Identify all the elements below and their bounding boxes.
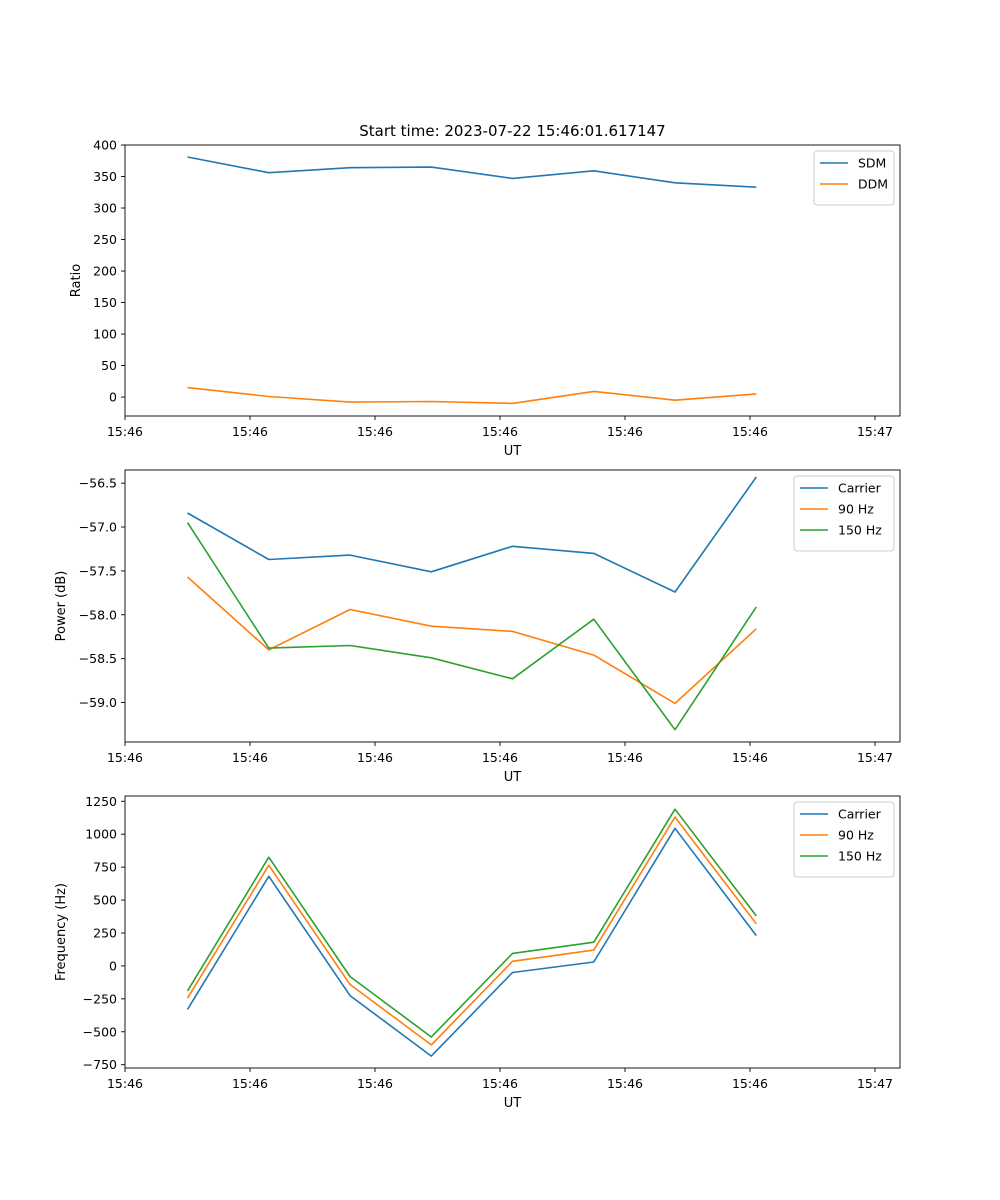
series-line-150-hz bbox=[186, 522, 757, 731]
x-tick-label: 15:47 bbox=[857, 424, 893, 439]
legend-box bbox=[813, 150, 895, 206]
series-line-90-hz bbox=[186, 816, 757, 1046]
y-tick-label: 100 bbox=[93, 327, 117, 342]
y-tick-label: −59.0 bbox=[79, 695, 117, 710]
x-axis-label: UT bbox=[504, 770, 522, 785]
y-tick-label: 150 bbox=[93, 295, 117, 310]
y-tick-label: 300 bbox=[93, 201, 117, 216]
x-tick-label: 15:46 bbox=[357, 750, 393, 765]
legend-label-sdm: SDM bbox=[858, 156, 886, 171]
y-tick-label: −250 bbox=[83, 991, 117, 1006]
plot-frame bbox=[124, 469, 901, 743]
y-tick-label: −500 bbox=[83, 1024, 117, 1039]
frequency-chart: 15:46 15:46 15:46 15:46 15:46 15:46 15:47 −750 −… bbox=[54, 794, 901, 1111]
legend-label-150-hz: 150 Hz bbox=[838, 849, 882, 864]
y-tick-label: 0 bbox=[109, 958, 117, 973]
y-tick-label: −750 bbox=[83, 1057, 117, 1072]
x-tick-label: 15:46 bbox=[607, 750, 643, 765]
y-tick-label: 50 bbox=[101, 358, 117, 373]
y-tick-label: 200 bbox=[93, 264, 117, 279]
y-tick-label: −57.5 bbox=[79, 563, 117, 578]
y-tick-label: 1250 bbox=[85, 794, 117, 809]
x-tick-label: 15:46 bbox=[482, 424, 518, 439]
y-tick-label: 250 bbox=[93, 925, 117, 940]
y-axis-label: Frequency (Hz) bbox=[54, 883, 69, 981]
x-tick-label: 15:47 bbox=[857, 1076, 893, 1091]
plot-frame bbox=[124, 144, 901, 417]
y-axis-label: Ratio bbox=[69, 264, 84, 297]
y-tick-label: −57.0 bbox=[79, 520, 117, 535]
legend-label-carrier: Carrier bbox=[838, 807, 882, 822]
series-line-carrier bbox=[187, 476, 757, 593]
legend-box bbox=[793, 475, 895, 552]
x-tick-label: 15:46 bbox=[732, 750, 768, 765]
y-axis-label: Power (dB) bbox=[54, 571, 69, 642]
series-line-90-hz bbox=[186, 576, 757, 705]
x-tick-label: 15:46 bbox=[607, 424, 643, 439]
series-line-carrier bbox=[186, 827, 757, 1057]
figure-title: Start time: 2023-07-22 15:46:01.617147 bbox=[359, 122, 665, 140]
x-tick-label: 15:46 bbox=[357, 424, 393, 439]
plot-frame bbox=[124, 795, 901, 1069]
x-tick-label: 15:46 bbox=[232, 750, 268, 765]
legend-label-90-hz: 90 Hz bbox=[838, 502, 874, 517]
y-tick-label: 350 bbox=[93, 169, 117, 184]
legend-label-90-hz: 90 Hz bbox=[838, 828, 874, 843]
y-tick-label: −58.0 bbox=[79, 607, 117, 622]
x-tick-label: 15:46 bbox=[107, 424, 143, 439]
legend-label-ddm: DDM bbox=[858, 177, 888, 192]
x-tick-label: 15:46 bbox=[482, 1076, 518, 1091]
y-tick-label: 750 bbox=[93, 860, 117, 875]
ratio-chart: 15:46 15:46 15:46 15:46 15:46 15:46 15:47 0 50 10… bbox=[69, 138, 901, 459]
y-tick-label: 0 bbox=[109, 390, 117, 405]
x-tick-label: 15:46 bbox=[232, 1076, 268, 1091]
x-axis-label: UT bbox=[504, 1096, 522, 1111]
legend-box bbox=[793, 801, 895, 878]
x-tick-label: 15:47 bbox=[857, 750, 893, 765]
legend-label-150-hz: 150 Hz bbox=[838, 523, 882, 538]
power-chart: 15:46 15:46 15:46 15:46 15:46 15:46 15:47 −59.0… bbox=[54, 469, 901, 785]
y-tick-label: 250 bbox=[93, 232, 117, 247]
x-tick-label: 15:46 bbox=[607, 1076, 643, 1091]
series-line-ddm bbox=[187, 386, 757, 405]
x-tick-label: 15:46 bbox=[732, 424, 768, 439]
x-tick-label: 15:46 bbox=[107, 1076, 143, 1091]
y-tick-label: 1000 bbox=[85, 827, 117, 842]
x-tick-label: 15:46 bbox=[357, 1076, 393, 1091]
legend-label-carrier: Carrier bbox=[838, 481, 882, 496]
x-tick-label: 15:46 bbox=[732, 1076, 768, 1091]
x-tick-label: 15:46 bbox=[482, 750, 518, 765]
x-tick-label: 15:46 bbox=[232, 424, 268, 439]
x-tick-label: 15:46 bbox=[107, 750, 143, 765]
x-axis-label: UT bbox=[504, 444, 522, 459]
series-line-150-hz bbox=[186, 808, 757, 1038]
y-tick-label: 400 bbox=[93, 138, 117, 153]
y-tick-label: −56.5 bbox=[79, 476, 117, 491]
series-line-sdm bbox=[187, 156, 757, 188]
y-tick-label: 500 bbox=[93, 893, 117, 908]
y-tick-label: −58.5 bbox=[79, 651, 117, 666]
